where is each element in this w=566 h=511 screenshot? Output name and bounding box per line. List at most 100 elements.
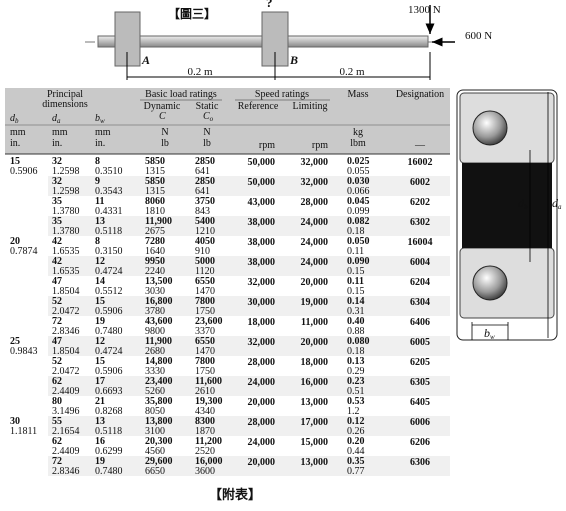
cell: 0.53 [347,396,365,407]
cell: 0.3510 [95,166,123,177]
cell: 19,300 [195,396,223,407]
unit: in. [95,138,106,149]
cell: 1640 [145,246,165,257]
cell: 1470 [195,286,215,297]
cell: 0.44 [347,446,365,457]
column-symbol: db [10,114,19,126]
designation: 16004 [407,237,433,248]
figure-title: 【圖三】 [168,7,217,21]
group-header: Speed ratings [254,89,310,100]
cell: 7280 [145,236,165,247]
cell: 13 [95,216,105,227]
designation: 6205 [410,357,430,368]
cell: 0.4724 [95,266,123,277]
cell: 0.15 [347,286,365,297]
cell: 0.13 [347,356,365,367]
cell: 0.080 [347,336,370,347]
cell: 12 [95,336,105,347]
bore: 0.7874 [10,246,38,257]
subscript: a [57,117,61,125]
cell: 2.1654 [52,426,80,437]
cell: 0.5906 [95,366,123,377]
cell: 2520 [195,446,215,457]
cell: 0.3543 [95,186,123,197]
col-header: Limiting [292,101,328,112]
col-header: Reference [237,101,279,112]
cell: 16,800 [145,296,173,307]
designation: 6302 [410,217,430,228]
cell: 1120 [195,266,215,277]
cell: 3600 [195,466,215,477]
bore: 0.9843 [10,346,38,357]
unit: rpm [311,140,328,151]
cell: 0.6299 [95,446,123,457]
cell: 1870 [195,426,215,437]
cell: 0.050 [347,236,370,247]
unit: mm [52,127,68,138]
cell: 0.066 [347,186,370,197]
cell: 0.26 [347,426,365,437]
column-symbol: Co [203,112,213,124]
row-band [48,336,450,356]
cell: 0.4724 [95,346,123,357]
cell: 0.35 [347,456,365,467]
bore: 15 [10,156,20,167]
span-label: 0.2 m [187,66,213,78]
cell: 62 [52,376,62,387]
cell: 0.055 [347,166,370,177]
ball [472,110,508,146]
row-band [48,216,450,236]
cell: 641 [195,166,210,177]
cell: 0.8268 [95,406,123,417]
cell: 35 [52,216,62,227]
cell: 15 [95,356,105,367]
symbol: b [484,326,490,340]
cell: 2240 [145,266,165,277]
force-label: 600 N [465,30,493,42]
cell: 15,000 [300,437,329,448]
designation: 6202 [410,197,430,208]
header-bg [5,88,450,154]
cell: 1.3780 [52,226,80,237]
cell: 5000 [195,256,215,267]
span-label: 0.2 m [339,66,365,78]
cell: 7800 [195,356,215,367]
cell: 0.18 [347,346,365,357]
cell: 43,000 [247,197,276,208]
cell: 1.8504 [52,346,80,357]
row-band [48,416,450,436]
cell: 3030 [145,286,165,297]
cell: 16,000 [300,377,329,388]
cell: 3330 [145,366,165,377]
cell: 14,800 [145,356,173,367]
col-header: Dynamic [143,101,181,112]
cell: 3780 [145,306,165,317]
cell: 32,000 [300,157,329,168]
cell: 5850 [145,156,165,167]
cell: 0.7480 [95,466,123,477]
cell: 11,900 [145,336,172,347]
cell: 2680 [145,346,165,357]
dimension-label: bw [484,326,495,342]
designation: 6406 [410,317,430,328]
cell: 20,000 [247,457,276,468]
bore: 1.1811 [10,426,38,437]
designation: 6306 [410,457,430,468]
cell: 9800 [145,326,165,337]
cell: 8 [95,156,100,167]
cell: 32,000 [247,337,276,348]
cell: 29,600 [145,456,173,467]
cell: 16 [95,436,105,447]
cell: 1750 [195,366,215,377]
cell: 7800 [195,296,215,307]
cell: 0.6693 [95,386,123,397]
force-label: 1300 N [408,4,441,16]
group-header: Principal dimensions [42,89,88,110]
cell: 0.51 [347,386,365,397]
cell: 42 [52,256,62,267]
cell: 5400 [195,216,215,227]
cell: 0.4331 [95,206,123,217]
cell: 38,000 [247,237,276,248]
row-band [48,296,450,316]
